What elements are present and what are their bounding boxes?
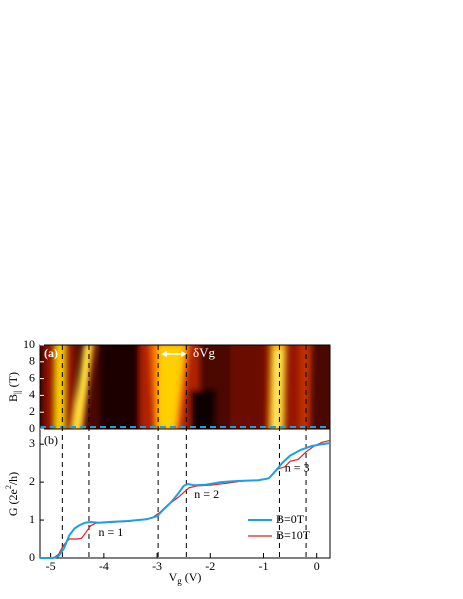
label-part: V (169, 570, 178, 584)
panel-label: (a) (44, 346, 58, 360)
x-tick-label: -1 (258, 559, 268, 573)
y-tick-label: 2 (29, 474, 35, 488)
y-axis-label: B|| (T) (6, 372, 22, 402)
y-tick-label: 1 (29, 512, 35, 526)
heatmap (40, 345, 330, 429)
label-part: B (6, 394, 20, 402)
legend-label: B=10T (276, 528, 311, 542)
y-tick-label: 3 (29, 436, 35, 450)
annotation: n = 3 (285, 461, 310, 475)
arrow-head (161, 351, 167, 357)
panel-label: (b) (44, 433, 58, 447)
frame (39, 428, 331, 559)
x-axis-label: Vg (V) (169, 570, 202, 586)
y-tick-label: 4 (29, 387, 35, 401)
series-line (40, 439, 331, 559)
x-tick-label: -4 (99, 559, 109, 573)
annotation: n = 1 (99, 525, 124, 539)
x-tick-label: -5 (46, 559, 56, 573)
y-tick-label: 0 (29, 421, 35, 435)
y-tick-label: 6 (29, 370, 35, 384)
y-tick-label: 8 (29, 354, 35, 368)
annotation: n = 2 (194, 487, 219, 501)
arrow-head (181, 351, 187, 357)
x-tick-label: -3 (152, 559, 162, 573)
label-part: /h) (6, 472, 20, 485)
y-tick-label: 2 (29, 404, 35, 418)
y-axis-label: G (2e2/h) (4, 472, 20, 516)
label-part: || (12, 390, 22, 394)
label-part: G (2e (6, 489, 20, 516)
label-part: 2 (4, 485, 13, 489)
label-part: (V) (182, 570, 202, 584)
annotation: δVg (193, 345, 216, 360)
label-part: g (177, 576, 182, 586)
label-part: (T) (6, 372, 20, 390)
x-tick-label: 0 (314, 559, 320, 573)
y-tick-label: 0 (29, 550, 35, 564)
series-line (40, 442, 331, 559)
x-tick-label: -2 (205, 559, 215, 573)
legend-label: B=0T (276, 512, 305, 526)
y-tick-label: 10 (23, 337, 35, 351)
